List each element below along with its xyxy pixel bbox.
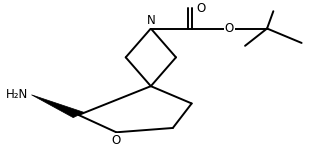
Text: O: O	[112, 134, 121, 147]
Polygon shape	[31, 95, 84, 118]
Text: O: O	[197, 2, 206, 15]
Text: O: O	[225, 22, 234, 35]
Text: H₂N: H₂N	[6, 88, 28, 101]
Text: N: N	[147, 14, 155, 27]
